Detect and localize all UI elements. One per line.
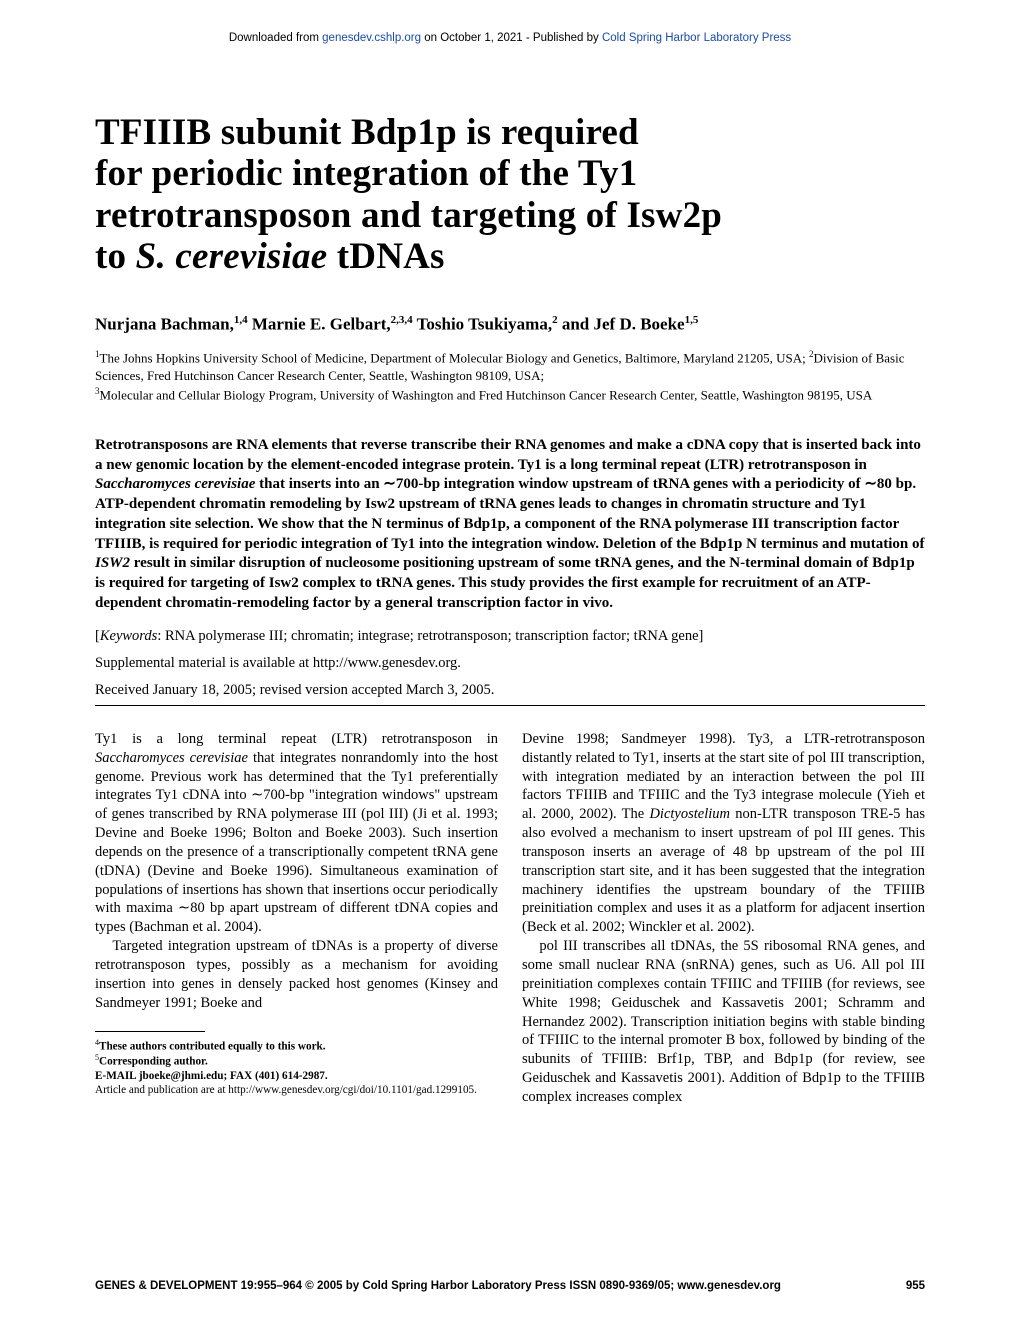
- footer-page-number: 955: [906, 1280, 925, 1292]
- left-p1: Ty1 is a long terminal repeat (LTR) retr…: [95, 730, 498, 937]
- left-p1-c: that integrates nonrandomly into the hos…: [95, 750, 498, 936]
- left-p2: Targeted integration upstream of tDNAs i…: [95, 937, 498, 1012]
- footnotes-divider: [95, 1031, 205, 1032]
- title-line-4-ital: S. cerevisiae: [136, 236, 328, 277]
- author-2-sup: 2,3,4: [391, 314, 413, 326]
- authors-line: Nurjana Bachman,1,4 Marnie E. Gelbart,2,…: [95, 314, 925, 335]
- title-line-3: retrotransposon and targeting of Isw2p: [95, 195, 722, 236]
- title-line-4-pre: to: [95, 236, 136, 277]
- download-link-2[interactable]: Cold Spring Harbor Laboratory Press: [602, 32, 791, 44]
- right-p1-ital: Dictyostelium: [649, 806, 730, 822]
- abstract-part-a: Retrotransposons are RNA elements that r…: [95, 437, 921, 473]
- affiliations: 1The Johns Hopkins University School of …: [95, 348, 925, 403]
- right-p1-c: non-LTR transposon TRE-5 has also evolve…: [522, 806, 925, 935]
- title-line-2: for periodic integration of the Ty1: [95, 153, 637, 194]
- download-prefix: Downloaded from: [229, 32, 322, 44]
- author-1-sup: 1,4: [234, 314, 248, 326]
- keywords-text: : RNA polymerase III; chromatin; integra…: [157, 628, 698, 644]
- abstract: Retrotransposons are RNA elements that r…: [95, 436, 925, 614]
- left-column: Ty1 is a long terminal repeat (LTR) retr…: [95, 730, 498, 1107]
- abstract-ital-2: ISW2: [95, 555, 130, 571]
- title-line-1: TFIIIB subunit Bdp1p is required: [95, 112, 639, 153]
- author-2: Marnie E. Gelbart,: [248, 314, 391, 333]
- section-divider: [95, 705, 925, 706]
- author-1: Nurjana Bachman,: [95, 314, 234, 333]
- download-link-1[interactable]: genesdev.cshlp.org: [322, 32, 421, 44]
- left-p1-ital: Saccharomyces cerevisiae: [95, 750, 248, 766]
- footnote-pub: Article and publication are at http://ww…: [95, 1083, 498, 1097]
- page-footer: GENES & DEVELOPMENT 19:955–964 © 2005 by…: [95, 1280, 925, 1292]
- footer-left: GENES & DEVELOPMENT 19:955–964 © 2005 by…: [95, 1280, 781, 1292]
- body-columns: Ty1 is a long terminal repeat (LTR) retr…: [95, 730, 925, 1107]
- abstract-ital-1: Saccharomyces cerevisiae: [95, 476, 255, 492]
- footnotes: 4These authors contributed equally to th…: [95, 1038, 498, 1097]
- affil-text-1: The Johns Hopkins University School of M…: [100, 351, 809, 366]
- footnote-5-text: Corresponding author.: [99, 1056, 208, 1068]
- keywords-label: Keywords: [100, 628, 157, 644]
- abstract-part-e: result in similar disruption of nucleoso…: [95, 555, 915, 611]
- download-middle: on October 1, 2021 - Published by: [421, 32, 602, 44]
- right-p2: pol III transcribes all tDNAs, the 5S ri…: [522, 937, 925, 1107]
- footnote-5: 5Corresponding author.: [95, 1053, 498, 1069]
- title-line-4-post: tDNAs: [327, 236, 444, 277]
- right-p1: Devine 1998; Sandmeyer 1998). Ty3, a LTR…: [522, 730, 925, 937]
- author-4: and Jef D. Boeke: [558, 314, 685, 333]
- footnote-4-text: These authors contributed equally to thi…: [99, 1040, 326, 1052]
- affil-text-3: Molecular and Cellular Biology Program, …: [100, 387, 873, 402]
- received-line: Received January 18, 2005; revised versi…: [95, 682, 925, 699]
- supplemental-line: Supplemental material is available at ht…: [95, 655, 925, 672]
- author-3: Toshio Tsukiyama,: [413, 314, 552, 333]
- article-title: TFIIIB subunit Bdp1p is required for per…: [95, 112, 925, 278]
- footnote-email: E-MAIL jboeke@jhmi.edu; FAX (401) 614-29…: [95, 1069, 498, 1083]
- left-p1-a: Ty1 is a long terminal repeat (LTR) retr…: [95, 731, 498, 747]
- keywords-line: [Keywords: RNA polymerase III; chromatin…: [95, 628, 925, 645]
- author-4-sup: 1,5: [685, 314, 699, 326]
- footnote-4: 4These authors contributed equally to th…: [95, 1038, 498, 1054]
- download-banner: Downloaded from genesdev.cshlp.org on Oc…: [95, 32, 925, 44]
- right-column: Devine 1998; Sandmeyer 1998). Ty3, a LTR…: [522, 730, 925, 1107]
